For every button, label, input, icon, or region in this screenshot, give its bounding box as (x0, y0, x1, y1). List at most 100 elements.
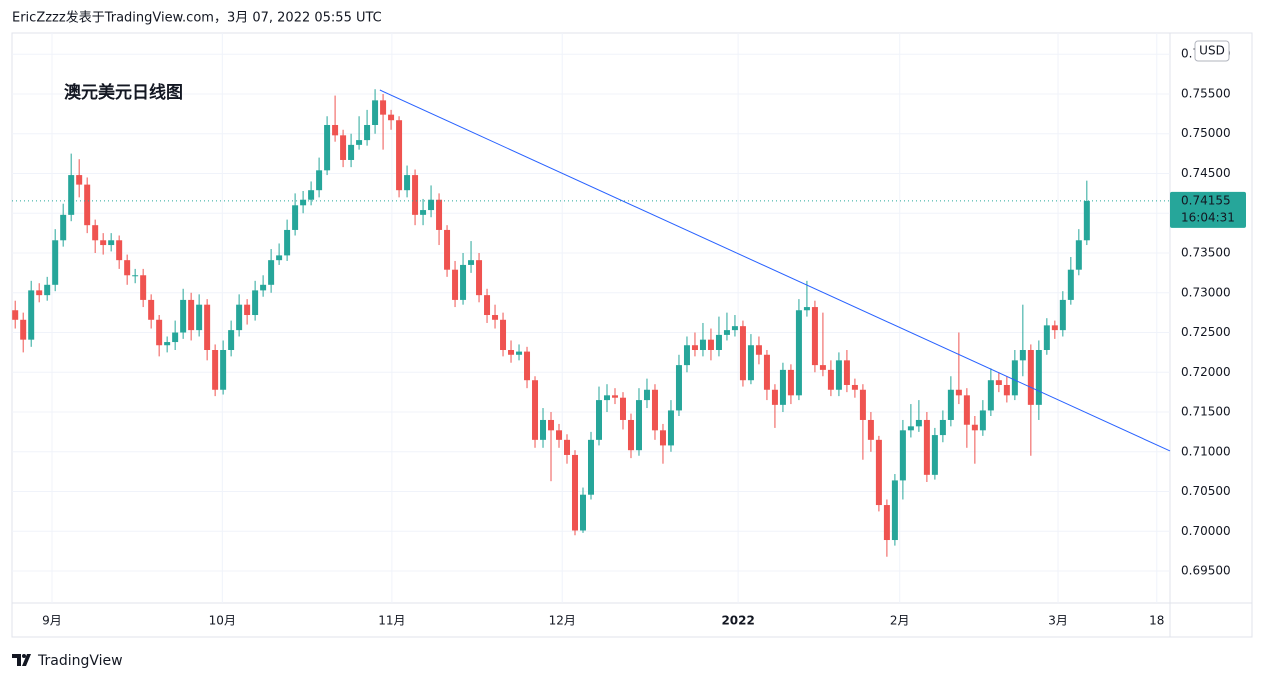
candle-body (843, 360, 850, 385)
candle-body (827, 369, 834, 390)
candle-body (723, 330, 730, 335)
x-tick-label: 3月 (1048, 614, 1068, 628)
candle-body (588, 439, 594, 495)
candle-body (923, 419, 930, 475)
candle-body (747, 345, 754, 381)
candle-body (987, 380, 994, 411)
y-tick-label: 0.73000 (1181, 285, 1231, 299)
candle-body (548, 419, 555, 431)
candle-body (619, 397, 626, 420)
candle-body (875, 439, 882, 506)
candle-body (955, 389, 962, 396)
candle-body (691, 345, 698, 351)
candle-body (627, 419, 634, 451)
candle-body (947, 389, 954, 420)
y-tick-label: 0.71500 (1181, 405, 1231, 419)
candle-body (348, 144, 355, 160)
candle-body (1051, 325, 1058, 331)
candle-body (436, 199, 443, 230)
y-tick-label: 0.70000 (1181, 524, 1231, 538)
candle-body (180, 299, 187, 333)
last-price-label: 0.74155 (1181, 193, 1231, 207)
candle-body (172, 332, 179, 343)
candle-body (364, 124, 371, 141)
x-tick-label: 9月 (42, 614, 62, 628)
candle-body (268, 260, 275, 285)
candle-body (116, 240, 123, 261)
candle-body (388, 114, 395, 121)
y-tick-label: 0.71000 (1181, 444, 1231, 458)
candle-body (124, 260, 131, 276)
currency-badge (1194, 40, 1230, 62)
candle-body (779, 369, 786, 405)
candle-body (396, 120, 403, 191)
candle-body (36, 290, 43, 296)
candle-body (532, 380, 539, 440)
x-tick-label: 11月 (378, 614, 405, 628)
candle-body (452, 269, 459, 300)
candle-body (564, 439, 571, 455)
candle-body (196, 304, 203, 331)
candle-body (492, 315, 499, 320)
candle-body (524, 351, 531, 381)
candle-body (971, 424, 978, 431)
candle-body (188, 299, 195, 331)
candle-body (292, 205, 299, 230)
candle-body (324, 124, 331, 171)
candle-body (444, 229, 451, 270)
candle-body (755, 345, 762, 355)
footer-logo: TradingView (12, 653, 123, 669)
candle-body (508, 350, 515, 355)
chart-frame (11, 32, 1253, 638)
candle-body (1059, 299, 1066, 331)
candle-body (92, 225, 99, 241)
candle-body (316, 170, 323, 191)
candle-body (1011, 360, 1018, 396)
candle-body (500, 319, 507, 351)
y-tick-label: 0.74500 (1181, 166, 1231, 180)
candle-body (156, 319, 163, 346)
candle-body (356, 140, 363, 145)
y-tick-label: 0.72500 (1181, 325, 1231, 339)
candle-body (20, 319, 27, 340)
candle-body (1083, 200, 1090, 241)
candle-body (476, 260, 483, 296)
candle-body (212, 350, 219, 390)
candle-body (340, 135, 347, 160)
candle-body (52, 240, 59, 285)
candle-body (1027, 350, 1034, 405)
candle-body (100, 240, 107, 246)
candle-body (963, 395, 970, 425)
candle-body (611, 395, 618, 398)
grid (12, 33, 1170, 603)
y-tick-label: 0.75000 (1181, 126, 1231, 140)
candle-body (1075, 240, 1082, 270)
candle-body (332, 124, 339, 136)
candle-body (1019, 350, 1026, 361)
trendline (379, 89, 1171, 452)
candle-body (108, 240, 115, 246)
candle-body (572, 454, 579, 531)
candle-body (715, 334, 722, 351)
candle-body (603, 395, 610, 401)
candle-body (236, 304, 243, 331)
candle-body (867, 419, 874, 440)
candle-body (460, 264, 467, 300)
candle-body (44, 284, 51, 296)
candle-body (651, 389, 658, 431)
candle-body (228, 330, 235, 351)
candle-body (707, 339, 714, 351)
y-tick-label: 0.70500 (1181, 484, 1231, 498)
candle-body (60, 214, 67, 241)
x-tick-label: 2022 (721, 614, 754, 628)
candle-body (731, 326, 738, 331)
x-tick-label: 10月 (209, 614, 236, 628)
candle-body (140, 275, 147, 300)
candle-body (28, 290, 35, 340)
countdown: 16:04:31 (1181, 210, 1235, 224)
candle-body (276, 255, 283, 261)
candle-body (244, 304, 251, 316)
y-tick-label: 0.75500 (1181, 86, 1231, 100)
candle-body (164, 342, 171, 346)
currency-label: USD (1199, 44, 1225, 58)
